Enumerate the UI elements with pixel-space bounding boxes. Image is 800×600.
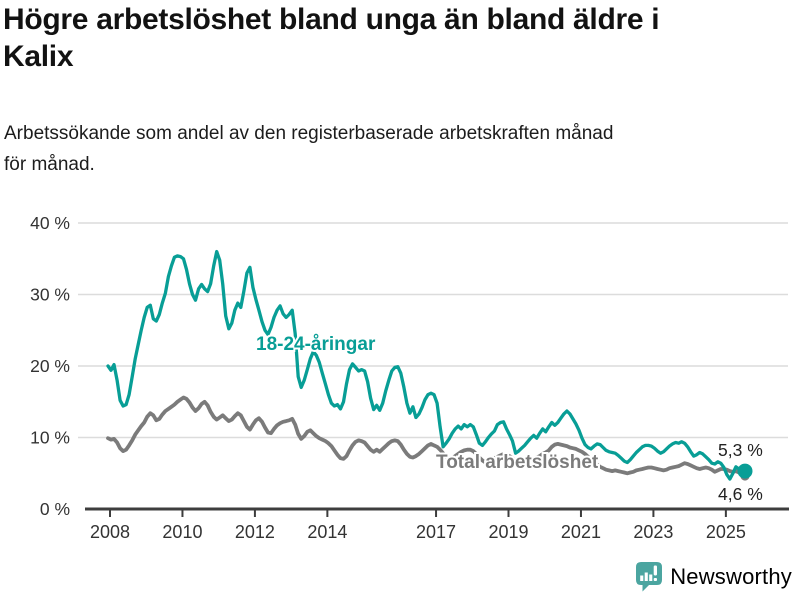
series-label-total: Total arbetslöshet	[436, 452, 599, 473]
x-axis-label: 2012	[235, 522, 275, 542]
x-axis-label: 2008	[90, 522, 130, 542]
chart-subtitle: Arbetssökande som andel av den registerb…	[4, 123, 614, 176]
end-value-label-total: 4,6 %	[718, 484, 763, 504]
x-axis-label: 2019	[488, 522, 528, 542]
y-axis-label: 40 %	[30, 213, 70, 233]
newsworthy-brand-text: Newsworthy	[670, 564, 792, 589]
x-axis-label: 2014	[307, 522, 347, 542]
end-value-label-young: 5,3 %	[718, 440, 763, 460]
y-axis-label: 10 %	[30, 428, 70, 448]
x-axis-label: 2025	[706, 522, 746, 542]
newsworthy-bubble-chart-icon	[636, 562, 663, 592]
series-line-total	[106, 395, 747, 479]
x-axis-label: 2017	[416, 522, 456, 542]
x-axis-label: 2023	[633, 522, 673, 542]
x-axis-label: 2010	[162, 522, 202, 542]
y-axis-label: 20 %	[30, 356, 70, 376]
page-title: Högre arbetslöshet bland unga än bland ä…	[3, 3, 660, 73]
series-label-young: 18-24-åringar	[256, 334, 376, 355]
unemployment-line-chart: 0 % 10 % 20 % 30 % 40 % 2008 2010 2012 2014 2017 2…	[30, 213, 789, 542]
y-axis-label: 30 %	[30, 285, 70, 305]
y-axis-label: 0 %	[40, 499, 70, 519]
x-axis-label: 2021	[561, 522, 601, 542]
series-endpoint-dot-young	[737, 463, 753, 479]
series-line-young	[106, 249, 747, 481]
newsworthy-logo: Newsworthy	[634, 561, 792, 593]
